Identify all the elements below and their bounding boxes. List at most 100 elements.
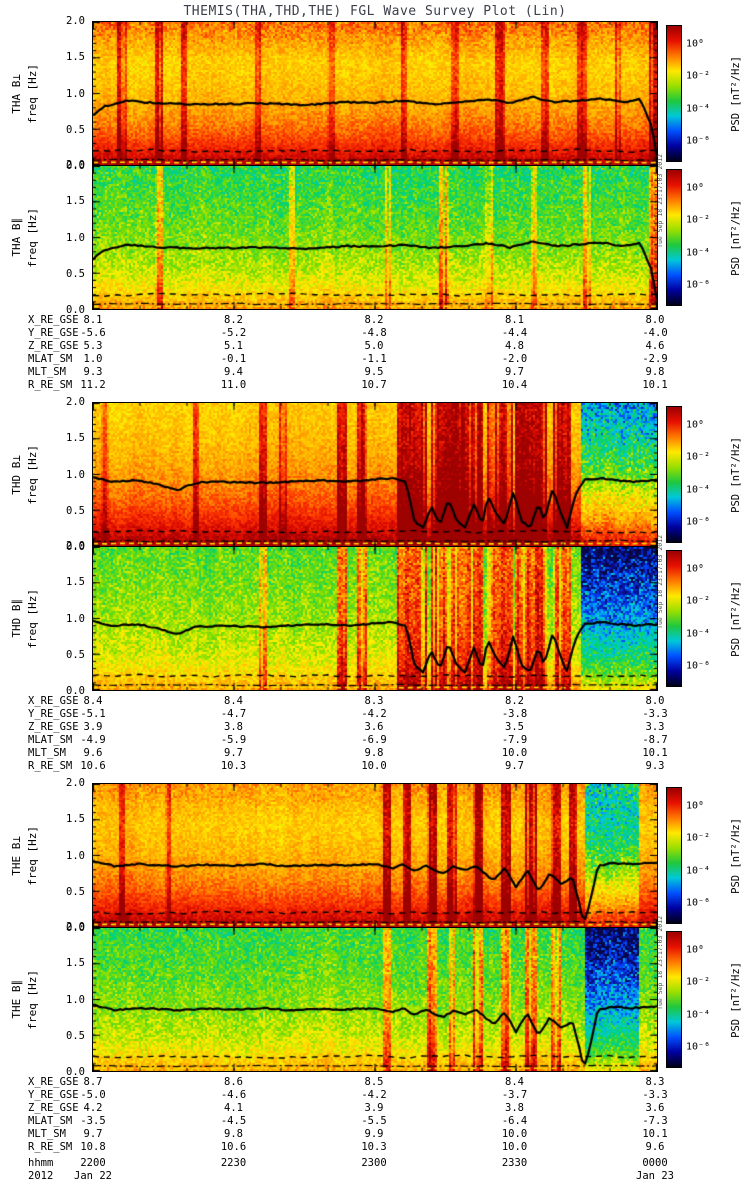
- panel-pair-thd: THD B⊥ freq [Hz] 2.0 1.5 1.0 0.5 0.0 10⁰ 10⁻²…: [0, 396, 750, 697]
- ephemeris-value: 9.8: [364, 747, 384, 759]
- freq-tick-label: 2.0: [66, 540, 85, 552]
- ephemeris-row: MLT_SM 9.6 9.7 9.8 10.0 10.1: [0, 747, 750, 760]
- creation-timestamp: Tue Sep 18 23:17:03 2012: [656, 153, 664, 248]
- date-start-label: Jan 22: [74, 1170, 112, 1182]
- ephemeris-row-label: MLAT_SM: [28, 353, 73, 365]
- date-end-label: Jan 23: [636, 1170, 674, 1182]
- ephemeris-value: 9.5: [364, 366, 384, 378]
- ephemeris-value: 3.8: [505, 1102, 524, 1114]
- colorbar-tick-label: 10⁻²: [686, 451, 711, 463]
- ephemeris-value: 10.0: [501, 1128, 528, 1140]
- ephemeris-value: -5.6: [80, 327, 106, 339]
- ephemeris-table-tha: X_RE_GSE 8.1 8.2 8.2 8.1 8.0 Y_RE_GSE -5.6 -5.2 -…: [0, 314, 750, 392]
- ephemeris-row: R_RE_SM 11.2 11.0 10.7 10.4 10.1: [0, 379, 750, 392]
- ephemeris-value: 3.9: [364, 1102, 384, 1114]
- spectrogram-plot: [92, 927, 658, 1072]
- ephemeris-value: 5.1: [224, 340, 243, 352]
- colorbar-tick-label: 10⁰: [686, 563, 705, 575]
- panel-y-axis-label: THE B∥ freq [Hz]: [2, 927, 46, 1072]
- ephemeris-table-thd: X_RE_GSE 8.4 8.4 8.3 8.2 8.0 Y_RE_GSE -5.1 -4.7 -…: [0, 695, 750, 773]
- panel-id-label: THD B⊥: [9, 454, 23, 495]
- ephemeris-row-label: R_RE_SM: [28, 1141, 73, 1153]
- ephemeris-value: -6.4: [501, 1115, 528, 1127]
- ephemeris-value: 9.7: [83, 1128, 103, 1140]
- time-tick-label: 2230: [220, 1157, 247, 1169]
- colorbar-tick-label: 10⁻⁴: [686, 484, 711, 496]
- ephemeris-value: 3.6: [645, 1102, 665, 1114]
- freq-tick-label: 2.0: [66, 921, 85, 933]
- freq-tick-label: 1.0: [66, 87, 85, 100]
- colorbar-axis-label: PSD [nT²/Hz]: [724, 927, 748, 1072]
- freq-tick-label: 1.5: [66, 576, 85, 589]
- ephemeris-value: 8.0: [645, 314, 665, 326]
- ephemeris-row-label: X_RE_GSE: [28, 314, 79, 326]
- ephemeris-value: 10.0: [501, 1141, 528, 1153]
- ephemeris-value: 10.1: [642, 747, 668, 759]
- ephemeris-value: 9.8: [224, 1128, 243, 1140]
- ephemeris-value: -7.9: [501, 734, 528, 746]
- ephemeris-row: Z_RE_GSE 5.3 5.1 5.0 4.8 4.6: [0, 340, 750, 353]
- spectrogram-panel-thd-bperp: THD B⊥ freq [Hz] 2.0 1.5 1.0 0.5 0.0 10⁰ 10⁻²…: [0, 396, 750, 553]
- colorbar-tick-labels: 10⁰ 10⁻² 10⁻⁴ 10⁻⁶: [686, 546, 724, 691]
- psd-unit-label: PSD [nT²/Hz]: [730, 199, 742, 276]
- ephemeris-value: 8.5: [364, 1076, 384, 1088]
- ephemeris-row: MLT_SM 9.3 9.4 9.5 9.7 9.8: [0, 366, 750, 379]
- ephemeris-value: 10.6: [80, 760, 106, 772]
- time-axis-unit-label: hhmm: [28, 1157, 54, 1169]
- freq-tick-label: 2.0: [66, 777, 85, 789]
- colorbar-axis-label: PSD [nT²/Hz]: [724, 783, 748, 928]
- colorbar-tick-label: 10⁰: [686, 944, 705, 956]
- ephemeris-value: -2.0: [501, 353, 528, 365]
- freq-axis-label: freq [Hz]: [25, 207, 39, 268]
- ephemeris-value: 9.4: [224, 366, 243, 378]
- freq-tick-label: 1.5: [66, 51, 85, 64]
- colorbar-gradient: [666, 169, 682, 306]
- ephemeris-value: -2.9: [642, 353, 668, 365]
- spectrogram-canvas: [93, 166, 657, 309]
- ephemeris-value: 3.9: [83, 721, 103, 733]
- colorbar-axis-label: PSD [nT²/Hz]: [724, 165, 748, 310]
- colorbar-tick-label: 10⁰: [686, 419, 705, 431]
- ephemeris-row-label: X_RE_GSE: [28, 695, 79, 707]
- freq-axis-label: freq [Hz]: [25, 444, 39, 505]
- panel-id-label: THE B⊥: [9, 835, 23, 876]
- freq-tick-label: 0.5: [66, 123, 85, 136]
- freq-tick-labels: 2.0 1.5 1.0 0.5 0.0: [52, 921, 88, 1078]
- ephemeris-value: 11.2: [80, 379, 106, 391]
- freq-tick-label: 0.0: [66, 922, 85, 934]
- ephemeris-value: 3.6: [364, 721, 384, 733]
- ephemeris-row: MLAT_SM 1.0 -0.1 -1.1 -2.0 -2.9: [0, 353, 750, 366]
- colorbar-tick-label: 10⁰: [686, 182, 705, 194]
- spectrogram-panel-tha-bpar: THA B∥ freq [Hz] 2.0 1.5 1.0 0.5 0.0 10⁰ 10⁻²…: [0, 159, 750, 316]
- colorbar-tick-label: 10⁻⁶: [686, 279, 711, 291]
- ephemeris-value: 5.0: [364, 340, 384, 352]
- ephemeris-value: 9.7: [224, 747, 243, 759]
- ephemeris-value: 4.2: [83, 1102, 103, 1114]
- freq-tick-label: 0.0: [66, 685, 85, 697]
- freq-tick-label: 2.0: [66, 15, 85, 27]
- ephemeris-row-label: Y_RE_GSE: [28, 1089, 79, 1101]
- ephemeris-value: 4.6: [645, 340, 665, 352]
- ephemeris-value: 10.0: [361, 760, 387, 772]
- ephemeris-value: 10.3: [220, 760, 247, 772]
- freq-tick-label: 1.0: [66, 468, 85, 481]
- spectrogram-panel-tha-bperp: THA B⊥ freq [Hz] 2.0 1.5 1.0 0.5 0.0 10⁰ 10⁻²…: [0, 15, 750, 172]
- freq-tick-label: 1.5: [66, 195, 85, 208]
- freq-tick-label: 2.0: [66, 396, 85, 408]
- freq-tick-label: 0.0: [66, 541, 85, 553]
- ephemeris-value: 10.1: [642, 1128, 668, 1140]
- spectrogram-plot: [92, 165, 658, 310]
- ephemeris-value: -3.5: [80, 1115, 106, 1127]
- ephemeris-row: X_RE_GSE 8.1 8.2 8.2 8.1 8.0: [0, 314, 750, 327]
- psd-unit-label: PSD [nT²/Hz]: [730, 817, 742, 894]
- ephemeris-value: 3.3: [645, 721, 665, 733]
- time-tick-label: 0000: [642, 1157, 668, 1169]
- ephemeris-value: 8.2: [505, 695, 524, 707]
- freq-axis-label: freq [Hz]: [25, 825, 39, 886]
- psd-unit-label: PSD [nT²/Hz]: [730, 961, 742, 1038]
- panel-id-label: THA B⊥: [9, 73, 23, 114]
- group-the: THE B⊥ freq [Hz] 2.0 1.5 1.0 0.5 0.0 10⁰ 10⁻²…: [0, 777, 750, 1154]
- freq-tick-label: 1.0: [66, 993, 85, 1006]
- spectrogram-plot: [92, 546, 658, 691]
